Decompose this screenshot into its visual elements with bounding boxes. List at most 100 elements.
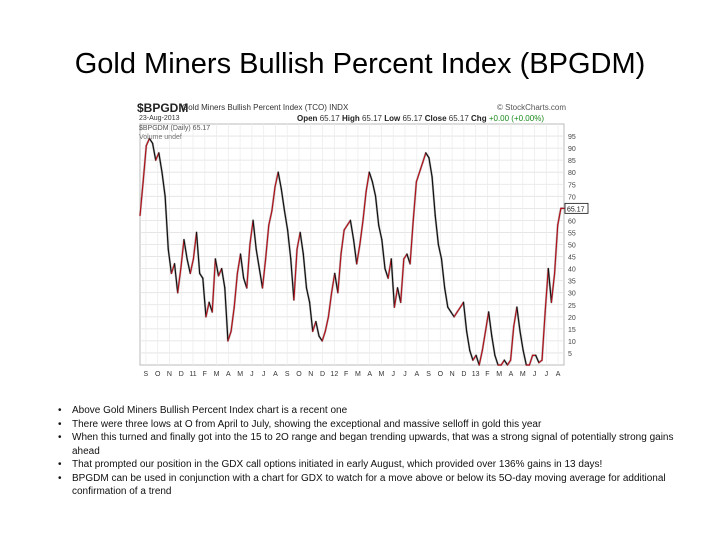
- series-segment: [283, 210, 289, 231]
- x-tick-label: J: [533, 371, 537, 378]
- series-segment: [327, 292, 333, 318]
- x-tick-label: F: [485, 371, 489, 378]
- series-segment: [265, 224, 270, 260]
- series-segment: [221, 268, 226, 289]
- series-segment: [459, 301, 465, 308]
- series-segment: [422, 152, 427, 164]
- series-segment: [384, 268, 389, 279]
- high-label: High: [341, 114, 360, 123]
- x-tick-label: F: [344, 371, 348, 378]
- y-tick-label: 80: [568, 170, 576, 177]
- series-segment: [330, 272, 336, 294]
- series-segment: [293, 248, 298, 301]
- series-segment: [261, 258, 267, 289]
- series-segment: [374, 195, 380, 226]
- series-segment: [403, 253, 408, 260]
- series-segment: [271, 186, 276, 212]
- low-value: 65.17: [402, 114, 423, 123]
- series-segment: [268, 210, 273, 226]
- series-segment: [299, 231, 304, 255]
- last-value-label: 65.17: [567, 206, 585, 213]
- series-segment: [255, 248, 260, 270]
- series-segment: [428, 157, 433, 178]
- y-tick-label: 90: [568, 146, 576, 153]
- series-segment: [396, 287, 402, 303]
- x-tick-label: M: [496, 371, 502, 378]
- x-tick-label: J: [250, 371, 254, 378]
- series-segment: [349, 219, 355, 241]
- bullet-dot: •: [58, 459, 62, 470]
- series-segment: [208, 301, 213, 313]
- x-tick-label: D: [179, 371, 184, 378]
- series-segment: [280, 188, 286, 212]
- x-tick-label: S: [285, 371, 290, 378]
- series-segment: [315, 321, 320, 337]
- series-segment: [362, 190, 367, 222]
- x-tick-label: A: [367, 371, 372, 378]
- x-tick-label: M: [520, 371, 526, 378]
- series-segment: [409, 219, 414, 265]
- series-segment: [148, 137, 154, 144]
- x-tick-label: M: [355, 371, 361, 378]
- series-segment: [519, 330, 524, 352]
- x-tick-label: A: [273, 371, 278, 378]
- series-segment: [340, 229, 345, 255]
- x-tick-label: 12: [330, 371, 338, 378]
- x-tick-label: N: [450, 371, 455, 378]
- bullet-item: • That prompted our position in the GDX c…: [58, 458, 688, 472]
- series-segment: [346, 219, 352, 226]
- x-tick-label: N: [308, 371, 313, 378]
- series-segment: [252, 219, 257, 250]
- series-segment: [381, 239, 386, 270]
- x-tick-label: 13: [472, 371, 480, 378]
- series-segment: [227, 330, 232, 342]
- series-segment: [142, 145, 147, 183]
- series-segment: [302, 253, 308, 289]
- series-segment: [151, 142, 157, 161]
- series-segment: [462, 301, 468, 332]
- series-segment: [437, 243, 443, 260]
- series-segment: [199, 272, 204, 279]
- x-tick-label: S: [426, 371, 431, 378]
- bullet-item: • There were three lows at O from April t…: [58, 418, 688, 432]
- series-segment: [356, 243, 361, 265]
- series-segment: [547, 268, 553, 303]
- series-segment: [296, 231, 301, 250]
- series-segment: [553, 224, 559, 275]
- series-segment: [447, 306, 452, 313]
- x-tick-label: D: [320, 371, 325, 378]
- series-segment: [305, 287, 311, 303]
- series-segment: [211, 258, 216, 313]
- series-segment: [167, 248, 173, 275]
- series-segment: [290, 258, 295, 301]
- series-segment: [195, 231, 201, 275]
- chart-ticker: $BPGDM: [137, 101, 189, 115]
- slide-title: Gold Miners Bullish Percent Index (BPGDM…: [74, 48, 646, 80]
- series-segment: [214, 258, 220, 277]
- series-segment: [343, 224, 348, 231]
- series-segment: [503, 359, 509, 366]
- bullet-dot: •: [58, 472, 62, 484]
- high-value: 65.17: [361, 114, 382, 123]
- x-tick-label: J: [391, 371, 395, 378]
- x-tick-label: F: [203, 371, 207, 378]
- y-tick-label: 45: [568, 255, 576, 262]
- bullet-item: • When this turned and finally got into t…: [58, 431, 688, 458]
- series-segment: [224, 287, 229, 342]
- series-segment: [309, 301, 314, 332]
- series-segment: [192, 231, 198, 260]
- series-segment: [390, 258, 395, 308]
- bullet-dot: •: [58, 405, 62, 416]
- series-segment: [393, 287, 399, 308]
- series-segment: [186, 258, 191, 275]
- x-tick-label: O: [296, 371, 302, 378]
- series-segment: [516, 306, 521, 332]
- series-segment: [528, 354, 534, 366]
- series-segment: [365, 171, 370, 193]
- chart-ohlc: Open 65.17 High 65.17 Low 65.17 Close 65…: [297, 114, 544, 123]
- series-segment: [488, 311, 493, 337]
- series-segment: [321, 330, 326, 342]
- series-segment: [158, 152, 163, 173]
- series-segment: [189, 258, 194, 275]
- y-tick-label: 30: [568, 291, 576, 298]
